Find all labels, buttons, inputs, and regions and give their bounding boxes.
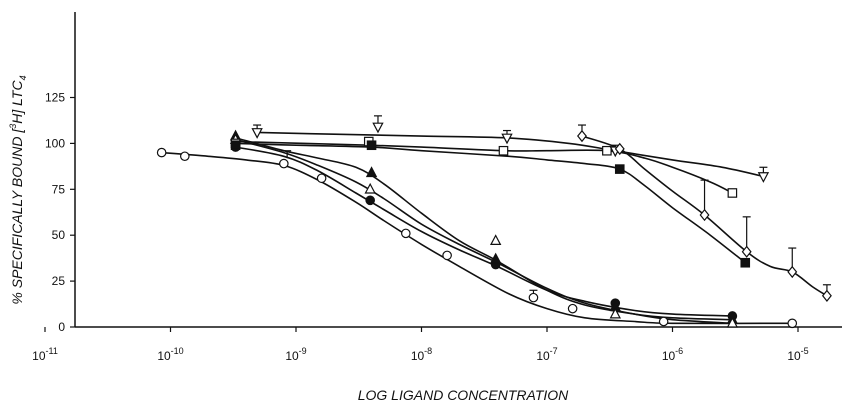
marker-circle-open — [279, 158, 289, 169]
axes — [74, 12, 842, 328]
series-line-triangle-up-open — [235, 138, 733, 325]
x-tick-label: 10-11 — [32, 346, 58, 363]
marker-triangle-up-open — [489, 234, 502, 246]
x-tick-label: 10-9 — [285, 346, 306, 363]
marker-triangle-down-open — [501, 133, 513, 145]
marker-circle-open — [528, 292, 539, 303]
x-tick-label: 10-5 — [787, 346, 808, 363]
y-axis-title-part-2: H] LTC — [9, 80, 25, 124]
marker-square-filled — [366, 140, 377, 151]
marker-triangle-up-open — [609, 307, 621, 319]
x-ticks: 10-11 10-10 10-9 10-8 10-7 10-6 10-5 — [32, 327, 809, 363]
error-bars — [253, 115, 831, 298]
marker-circle-open — [401, 228, 411, 239]
marker-circle-open — [442, 250, 452, 261]
x-tick-label: 10-10 — [157, 346, 183, 363]
series-line-circle-filled — [235, 146, 733, 317]
y-tick-label: 25 — [52, 274, 66, 288]
y-axis-title-subscript: 4 — [18, 75, 28, 80]
series-line-square-open — [235, 140, 733, 194]
marker-diamond-open — [614, 142, 625, 156]
series-line-triangle-up-filled — [235, 137, 733, 321]
y-tick-label: 75 — [52, 182, 66, 196]
marker-triangle-up-open — [364, 182, 376, 194]
y-ticks: 0 25 50 75 100 125 — [45, 91, 75, 334]
marker-triangle-up-filled — [489, 252, 502, 264]
marker-square-filled — [230, 140, 241, 151]
series-line-triangle-down-open — [257, 131, 764, 178]
marker-square-filled — [614, 164, 625, 174]
marker-circle-open — [316, 173, 327, 184]
marker-diamond-open — [787, 265, 798, 279]
marker-triangle-down-open — [251, 128, 263, 139]
marker-circle-open — [179, 151, 190, 162]
marker-circle-filled — [365, 195, 375, 206]
marker-diamond-open — [741, 245, 752, 258]
marker-triangle-up-open — [726, 316, 739, 328]
curves — [161, 131, 828, 325]
y-tick-label: 100 — [45, 136, 65, 150]
marker-diamond-open — [821, 289, 832, 302]
marker-circle-open — [658, 316, 669, 327]
y-tick-label: 0 — [58, 320, 65, 334]
y-axis-title: % SPECIFICALLY BOUND [3H] LTC4 — [8, 75, 28, 304]
x-tick-label: 10-8 — [411, 346, 432, 363]
series-line-diamond-open — [581, 135, 828, 297]
marker-square-open — [602, 145, 612, 156]
marker-diamond-open — [577, 129, 587, 143]
markers — [156, 122, 832, 329]
x-tick-label: 10-7 — [536, 346, 557, 363]
marker-diamond-open — [699, 208, 710, 222]
marker-square-open — [727, 188, 738, 198]
marker-triangle-down-open — [757, 172, 770, 183]
y-tick-label: 50 — [52, 228, 66, 242]
marker-circle-open — [156, 147, 167, 158]
y-axis-title-part-1: % SPECIFICALLY BOUND [ — [9, 127, 25, 305]
series-line-square-filled — [235, 142, 746, 264]
marker-square-open — [498, 145, 509, 156]
marker-square-filled — [740, 257, 751, 268]
series-line-circle-open — [161, 151, 793, 325]
x-tick-label: 10-6 — [662, 346, 683, 363]
marker-triangle-down-open — [372, 122, 384, 134]
marker-circle-open — [787, 318, 798, 329]
x-axis-title: LOG LIGAND CONCENTRATION — [358, 387, 569, 403]
marker-triangle-up-filled — [365, 166, 378, 178]
y-tick-label: 125 — [45, 91, 65, 105]
marker-circle-open — [567, 303, 578, 314]
y-axis-title-superscript: 3 — [8, 124, 18, 129]
